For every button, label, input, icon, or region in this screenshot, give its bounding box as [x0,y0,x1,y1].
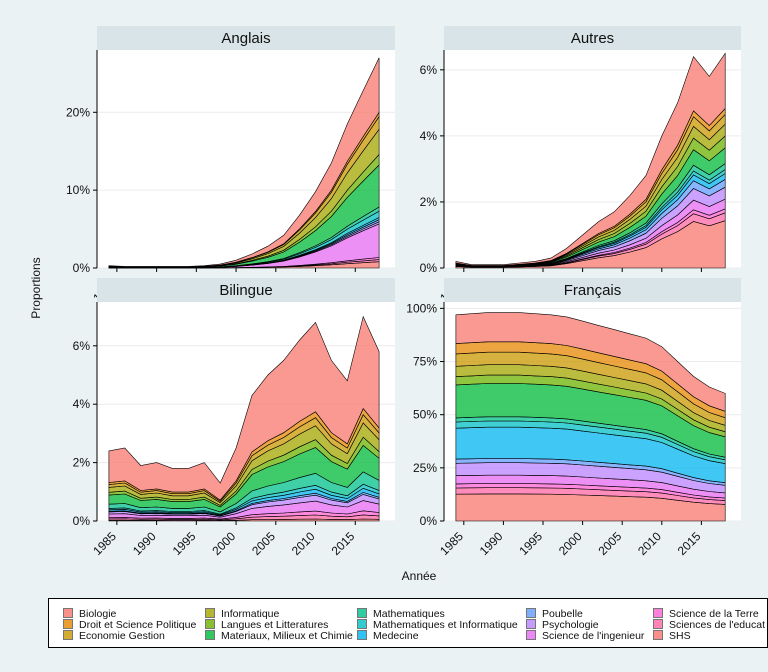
x-tick-label: 1990 [130,529,159,558]
legend-label: Science de l'ingenieur [542,630,645,642]
y-tick-label: 0% [73,261,91,275]
y-tick-label: 0% [73,514,91,528]
y-tick-label: 2% [73,456,91,470]
legend-label: Informatique [221,608,280,620]
legend-item: Medecine [357,630,419,642]
legend-swatch [653,619,663,629]
legend-item: Science de la Terre [653,608,759,620]
legend-swatch [63,608,73,618]
facet-strip [444,26,741,50]
legend-label: Langues et Litteratures [221,619,329,631]
facet-strip [97,278,395,302]
facet-title: Bilingue [219,282,272,299]
x-tick-label: 1985 [437,529,466,558]
x-tick-label: 1990 [477,529,506,558]
legend-swatch [653,608,663,618]
legend-swatch [357,608,367,618]
facet-title: Autres [571,30,614,47]
x-tick-label: 2015 [329,529,358,558]
x-tick-label: 2010 [635,529,664,558]
legend-item: Informatique [205,608,279,620]
legend-item: Langues et Litteratures [205,619,328,631]
legend: Biologie Droit et Science Politique Econom… [48,598,768,648]
legend-swatch [205,619,215,629]
y-tick-label: 4% [420,129,438,143]
y-tick-label: 6% [73,339,91,353]
legend-label: Science de la Terre [669,608,759,620]
x-tick-label: 2010 [289,529,318,558]
legend-label: Sciences de l'educat [669,619,765,631]
y-tick-label: 25% [413,461,437,475]
area-series-1 [455,52,726,266]
y-tick-label: 6% [420,63,438,77]
legend-item: Science de l'ingenieur [526,630,644,642]
legend-item: Mathematiques [357,608,445,620]
legend-swatch [526,619,536,629]
x-tick-label: 1995 [516,529,545,558]
legend-swatch [357,619,367,629]
legend-item: Economie Gestion [63,630,165,642]
legend-label: Medecine [373,630,419,642]
x-tick-label: 2000 [556,529,585,558]
legend-label: Poubelle [542,608,583,620]
legend-item: SHS [653,630,691,642]
area-series-1 [108,57,380,268]
legend-swatch [526,630,536,640]
legend-label: Droit et Science Politique [79,619,197,631]
legend-label: Economie Gestion [79,630,165,642]
faceted-area-chart: Anglais 0% 10% 20% 1985 1990 1995 2000 2005 2010 2… [29,26,741,583]
legend-label: Psychologie [542,619,599,631]
legend-swatch [205,630,215,640]
y-tick-label: 4% [73,397,91,411]
legend-label: Materiaux, Milieux et Chimie [221,630,353,642]
x-tick-label: 1995 [170,529,199,558]
facet-strip [444,278,741,302]
y-tick-label: 100% [406,301,437,315]
x-tick-label: 2005 [249,529,278,558]
y-tick-label: 75% [413,355,437,369]
area-series-1 [108,315,380,501]
legend-item: Materiaux, Milieux et Chimie [205,630,353,642]
y-axis-title: Proportions [29,257,43,318]
legend-swatch [653,630,663,640]
legend-item: Mathematiques et Informatique [357,619,518,631]
legend-swatch [357,630,367,640]
x-axis-title: Année [402,569,437,583]
facet-strip [97,26,395,50]
legend-swatch [526,608,536,618]
y-tick-label: 50% [413,408,437,422]
legend-label: Mathematiques et Informatique [373,619,518,631]
facet-title: Anglais [221,30,270,47]
facet-title: Français [564,282,622,299]
y-tick-label: 0% [420,261,438,275]
x-tick-label: 2000 [209,529,238,558]
y-tick-label: 10% [66,183,90,197]
x-tick-label: 2005 [596,529,625,558]
x-tick-label: 1985 [90,529,119,558]
y-tick-label: 0% [420,514,438,528]
area-series-1 [455,312,726,412]
y-tick-label: 20% [66,105,90,119]
legend-swatch [63,619,73,629]
legend-item: Poubelle [526,608,583,620]
legend-item: Droit et Science Politique [63,619,196,631]
legend-item: Psychologie [526,619,599,631]
legend-swatch [63,630,73,640]
legend-item: Biologie [63,608,116,620]
legend-label: Mathematiques [373,608,445,620]
x-tick-label: 2015 [675,529,704,558]
legend-swatch [205,608,215,618]
legend-label: SHS [669,630,691,642]
legend-item: Sciences de l'educat [653,619,765,631]
legend-label: Biologie [79,608,117,620]
y-tick-label: 2% [420,195,438,209]
